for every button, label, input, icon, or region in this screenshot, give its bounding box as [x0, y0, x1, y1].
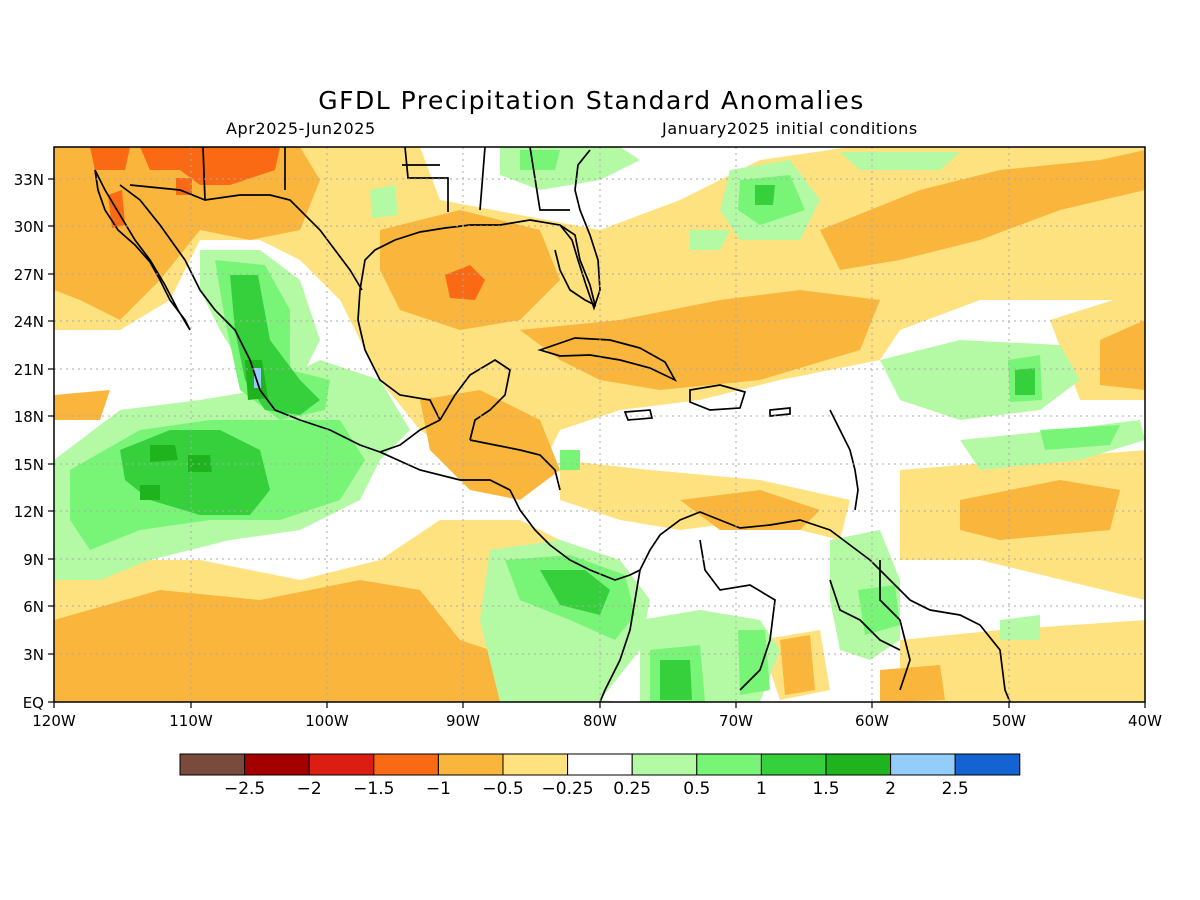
lat-label: 30N — [14, 218, 44, 236]
lon-label: 50W — [992, 712, 1026, 730]
lon-label: 80W — [583, 712, 617, 730]
lon-label: 100W — [305, 712, 349, 730]
colorbar-label: −1.5 — [353, 779, 394, 799]
lat-label: 3N — [23, 646, 44, 664]
lon-label: 120W — [32, 712, 76, 730]
lon-label: 110W — [169, 712, 213, 730]
colorbar-swatch — [308, 753, 375, 776]
lat-label: 24N — [14, 313, 44, 331]
colorbar-swatch — [696, 753, 762, 776]
lat-label: 21N — [14, 361, 44, 379]
colorbar: −2.5 −2 −1.5 −1 −0.5 −0.25 0.25 0.5 1 1.5 2 2.5 — [179, 753, 1021, 799]
colorbar-swatch — [502, 753, 569, 776]
lon-label: 60W — [855, 712, 889, 730]
colorbar-swatch — [760, 753, 827, 776]
lat-label: 9N — [23, 551, 44, 569]
colorbar-label: 1.5 — [812, 779, 839, 799]
lat-label: 18N — [14, 408, 44, 426]
longitude-labels: 120W 110W 100W 90W 80W 70W 60W 50W 40W — [32, 712, 1162, 730]
lon-label: 40W — [1128, 712, 1162, 730]
colorbar-swatch — [179, 753, 246, 776]
colorbar-swatch — [825, 753, 892, 776]
colorbar-label: 0.5 — [683, 779, 710, 799]
colorbar-swatch — [437, 753, 504, 776]
map-title: GFDL Precipitation Standard Anomalies — [318, 86, 865, 115]
lat-label: 12N — [14, 503, 44, 521]
lat-label: EQ — [23, 694, 44, 712]
graticule — [54, 147, 1145, 702]
colorbar-label: −0.25 — [542, 779, 594, 799]
lat-label: 33N — [14, 171, 44, 189]
lon-label: 70W — [719, 712, 753, 730]
colorbar-label: 0.25 — [613, 779, 651, 799]
colorbar-swatch — [890, 753, 956, 776]
lat-label: 27N — [14, 266, 44, 284]
tick-marks — [48, 178, 1146, 708]
colorbar-label: −1 — [426, 779, 451, 799]
colorbar-label: 2 — [885, 779, 896, 799]
colorbar-swatch — [567, 753, 633, 776]
colorbar-swatch — [244, 753, 310, 776]
coastlines — [94, 147, 1011, 702]
initial-conditions: January2025 initial conditions — [662, 119, 918, 138]
colorbar-swatch — [631, 753, 698, 776]
colorbar-swatch — [954, 753, 1021, 776]
colorbar-label: −2.5 — [224, 779, 265, 799]
anomaly-field — [54, 147, 1145, 702]
forecast-period: Apr2025-Jun2025 — [226, 119, 376, 138]
colorbar-label: 1 — [756, 779, 767, 799]
colorbar-swatch — [373, 753, 439, 776]
lon-label: 90W — [446, 712, 480, 730]
colorbar-label: −2 — [297, 779, 322, 799]
colorbar-label: 2.5 — [942, 779, 969, 799]
lat-label: 6N — [23, 598, 44, 616]
colorbar-label: −0.5 — [482, 779, 523, 799]
latitude-labels: 33N 30N 27N 24N 21N 18N 15N 12N 9N 6N 3N… — [14, 171, 44, 712]
lat-label: 15N — [14, 456, 44, 474]
